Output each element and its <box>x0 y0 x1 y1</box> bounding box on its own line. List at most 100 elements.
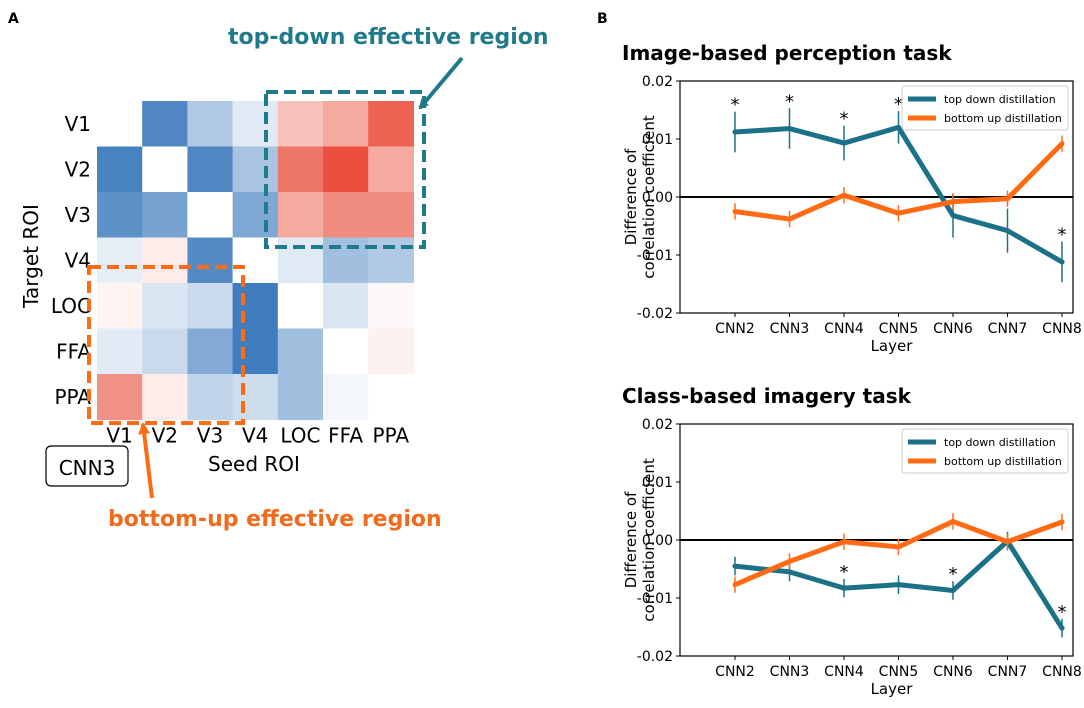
data-point <box>787 216 792 222</box>
data-point <box>787 569 792 575</box>
heatmap-cell <box>368 328 414 375</box>
x-tick-label: CNN2 <box>715 664 755 680</box>
heatmap-cell <box>277 192 324 239</box>
heatmap-cell <box>142 328 188 375</box>
x-tick-label: CNN8 <box>1042 664 1082 680</box>
panel-label-b: B <box>597 11 608 27</box>
heatmap-row-label: FFA <box>56 339 91 363</box>
heatmap-cell <box>97 328 143 375</box>
data-point <box>787 558 792 564</box>
x-tick-label: CNN7 <box>988 664 1028 680</box>
heatmap-col-label: V1 <box>106 424 132 448</box>
heatmap-cell <box>368 283 414 330</box>
x-tick-label: CNN4 <box>824 664 864 680</box>
data-point <box>1059 519 1065 525</box>
x-tick-label: CNN5 <box>879 321 919 337</box>
heatmap-cell <box>368 237 414 284</box>
legend-label: top down distillation <box>944 436 1056 449</box>
y-axis-label-line1: Difference of <box>622 491 640 588</box>
heatmap-cell <box>232 237 279 284</box>
data-point <box>950 518 956 524</box>
data-point <box>950 199 956 205</box>
significance-star: * <box>1058 602 1067 623</box>
y-tick-label: -0.01 <box>637 591 673 607</box>
data-point <box>950 213 956 219</box>
heatmap-cell <box>277 328 324 375</box>
heatmap-cell <box>142 374 188 421</box>
heatmap-cell <box>142 101 188 148</box>
significance-star: * <box>1058 225 1067 246</box>
heatmap-cell <box>232 192 279 239</box>
significance-star: * <box>840 109 849 130</box>
chart-title: Image-based perception task <box>622 41 952 65</box>
heatmap-col-label: V4 <box>242 424 268 448</box>
x-tick-label: CNN6 <box>933 664 973 680</box>
data-point <box>1059 141 1065 147</box>
panel-label-a: A <box>8 11 19 27</box>
heatmap-xlabel: Seed ROI <box>208 452 300 476</box>
heatmap-cell <box>187 283 234 330</box>
data-point <box>896 582 901 588</box>
legend-label: bottom up distillation <box>944 112 1062 125</box>
heatmap-cell <box>368 146 414 193</box>
heatmap-row-label: V3 <box>65 203 91 227</box>
y-tick-label: 0.00 <box>642 533 673 549</box>
legend-box <box>901 85 1069 131</box>
x-tick-label: CNN8 <box>1042 321 1082 337</box>
heatmap-cell <box>97 237 143 284</box>
heatmap-row-label: LOC <box>51 294 91 318</box>
heatmap-cell <box>97 374 143 421</box>
heatmap-cell <box>277 101 324 148</box>
imagery-chart: Class-based imagery task 0.02 0.01 0.00 -0.0… <box>622 384 1082 698</box>
heatmap-row-label: PPA <box>54 385 91 409</box>
x-axis-label: Layer <box>871 337 914 355</box>
heatmap-cell <box>232 374 279 421</box>
data-point <box>896 210 901 216</box>
heatmap-ylabel: Target ROI <box>19 204 43 309</box>
heatmap-cell <box>187 237 234 284</box>
bottom-up-arrow <box>138 422 154 499</box>
heatmap-cell <box>142 192 188 239</box>
heatmap-cell <box>187 146 234 193</box>
data-point <box>787 126 792 132</box>
y-tick-label: 0.02 <box>642 74 673 90</box>
heatmap-cell <box>142 283 188 330</box>
data-point <box>896 544 901 550</box>
legend-label: bottom up distillation <box>944 455 1062 468</box>
legend-box <box>901 428 1069 474</box>
significance-star: * <box>785 91 794 112</box>
heatmap-col-label: V2 <box>152 424 178 448</box>
data-point <box>732 209 738 214</box>
y-axis-label-line1: Difference of <box>622 148 640 245</box>
y-tick-label: -0.01 <box>637 248 673 264</box>
top-down-region-box <box>264 90 426 249</box>
heatmap-cell <box>323 374 369 421</box>
significance-star: * <box>894 94 903 115</box>
x-tick-label: CNN3 <box>770 321 810 337</box>
bottom-up-region-box <box>87 265 245 425</box>
data-point <box>1059 259 1065 265</box>
heatmap-cell <box>323 146 369 193</box>
heatmap-cell <box>142 146 188 193</box>
heatmap-cell <box>187 328 234 375</box>
data-point <box>841 585 847 591</box>
heatmap-cell <box>232 283 279 330</box>
heatmap-cell <box>277 237 324 284</box>
heatmap-cell <box>142 237 188 284</box>
x-tick-label: CNN4 <box>824 321 864 337</box>
x-axis-label: Layer <box>871 680 914 698</box>
heatmap-col-label: V3 <box>197 424 223 448</box>
heatmap-panel: V1 V2 V3 V4 LOC FFA PPA V1 V2 V3 V4 LOC FFA PPA <box>51 101 414 448</box>
heatmap-cell <box>232 328 279 375</box>
heatmap-cell <box>187 374 234 421</box>
heatmap-cell <box>232 101 279 148</box>
x-tick-label: CNN3 <box>770 664 810 680</box>
significance-star: * <box>949 564 958 585</box>
heatmap-cell <box>97 101 143 148</box>
heatmap-cell <box>232 146 279 193</box>
data-point <box>841 539 847 545</box>
heatmap-col-label: FFA <box>328 424 363 448</box>
heatmap-row-label: V4 <box>65 248 91 272</box>
significance-star: * <box>840 562 849 583</box>
